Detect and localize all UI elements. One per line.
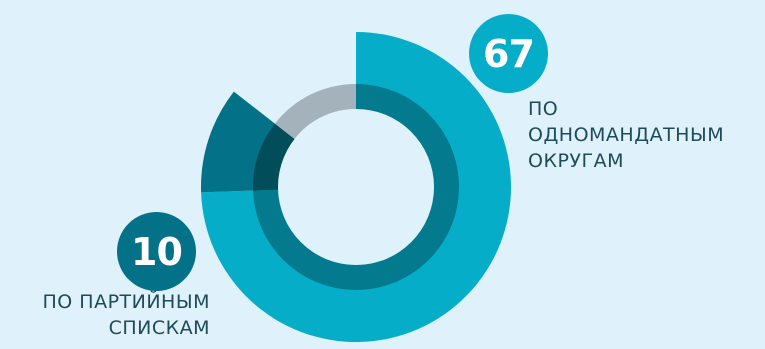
value-badge-single-mandate: 67 (469, 14, 548, 93)
ring-party-list (253, 123, 295, 191)
value-badge-party-list: 10 (117, 212, 196, 291)
label-line: СПИСКАМ (108, 317, 210, 339)
category-label-single-mandate: ПО ОДНОМАНДАТНЫМ ОКРУГАМ (528, 96, 724, 174)
label-line: ПО ПАРТИЙНЫМ (42, 291, 210, 313)
ring-remaining (274, 84, 356, 139)
label-line: ОДНОМАНДАТНЫМ (528, 124, 725, 146)
donut-hole (278, 109, 434, 265)
category-label-party-list: ПО ПАРТИЙНЫМ СПИСКАМ (43, 289, 211, 341)
label-line: ОКРУГАМ (528, 150, 624, 172)
label-line: ПО (528, 98, 559, 120)
